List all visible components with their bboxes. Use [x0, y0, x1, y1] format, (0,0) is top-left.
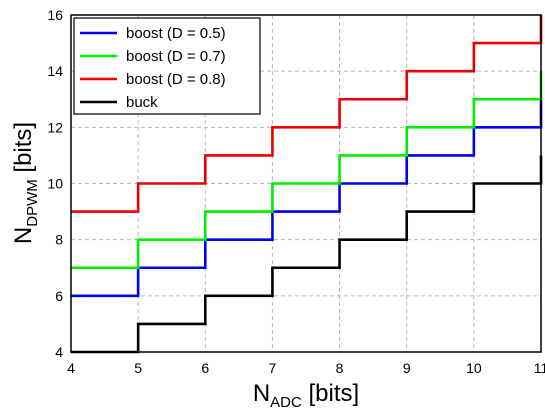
x-tick-label: 4 — [67, 360, 75, 376]
y-tick-label: 16 — [47, 7, 63, 23]
y-tick-labels: 4 6 8 10 12 14 16 — [47, 7, 63, 360]
series-layer — [71, 15, 543, 354]
x-tick-label: 10 — [466, 360, 482, 376]
series-line-2 — [71, 15, 543, 213]
y-axis-label: NDPWM [bits] — [10, 122, 41, 244]
x-tick-label: 9 — [403, 360, 411, 376]
y-tick-label: 6 — [55, 288, 63, 304]
y-tick-label: 14 — [47, 63, 63, 79]
y-tick-label: 8 — [55, 232, 63, 248]
x-tick-label: 8 — [336, 360, 344, 376]
legend-label-3: buck — [126, 94, 158, 111]
y-tick-label: 10 — [47, 176, 63, 192]
legend-box — [73, 17, 261, 115]
x-tick-label: 11 — [534, 360, 545, 376]
plot-frame — [70, 14, 542, 353]
x-tick-label: 7 — [269, 360, 277, 376]
x-axis-label: NADC [bits] — [253, 380, 359, 411]
legend: boost (D = 0.5) boost (D = 0.7) boost (D =… — [73, 17, 261, 115]
x-tick-label: 6 — [201, 360, 209, 376]
legend-label-2: boost (D = 0.8) — [126, 71, 226, 88]
series-line-1 — [71, 71, 543, 270]
x-tick-label: 5 — [134, 360, 142, 376]
legend-label-0: boost (D = 0.5) — [126, 25, 226, 42]
series-line-3 — [71, 155, 543, 354]
series-line-0 — [71, 99, 543, 298]
legend-label-1: boost (D = 0.7) — [126, 48, 226, 65]
y-tick-label: 12 — [47, 119, 63, 135]
x-tick-labels: 4 5 6 7 8 9 10 11 — [67, 360, 545, 376]
y-tick-label: 4 — [55, 344, 63, 360]
